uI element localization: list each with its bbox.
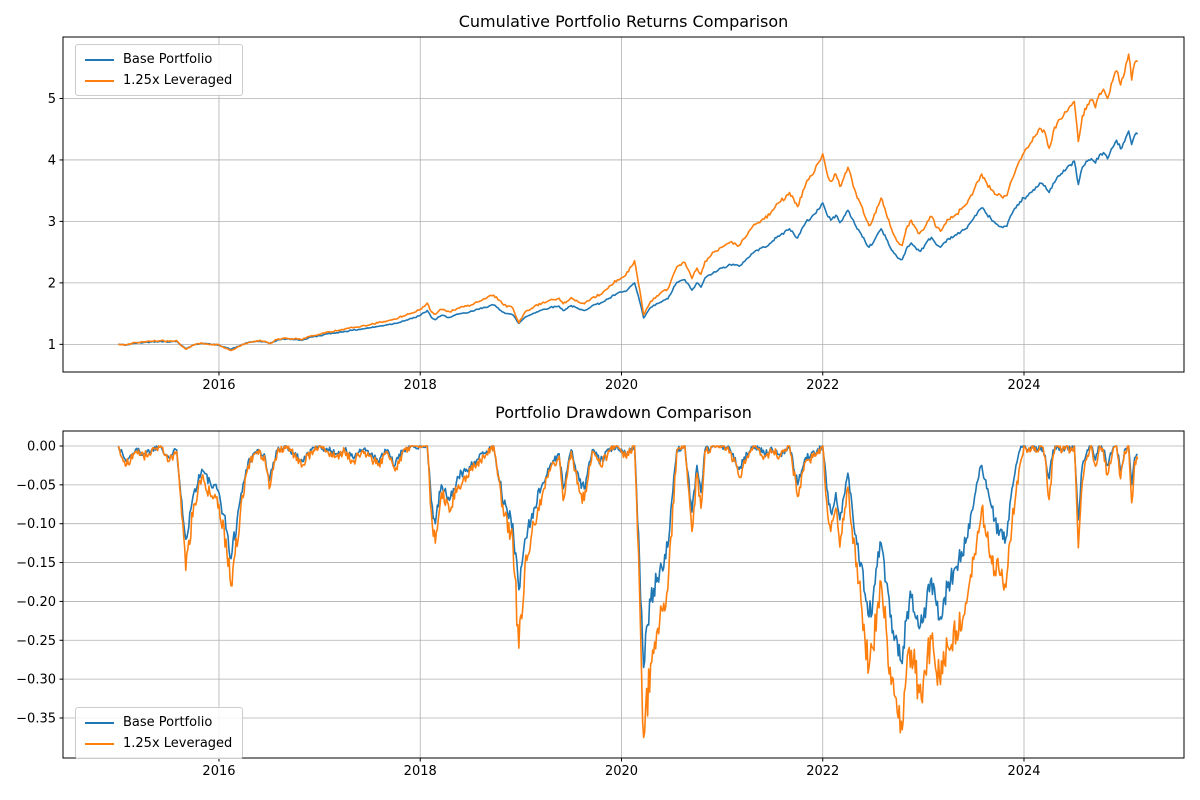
x-axis-ticks: 2016 2018 2020 2022 2024 bbox=[202, 758, 1041, 779]
legend-item-leveraged: 1.25x Leveraged bbox=[85, 73, 232, 88]
svg-text:−0.10: −0.10 bbox=[16, 517, 56, 532]
legend-label-base-portfolio: Base Portfolio bbox=[123, 52, 213, 67]
svg-text:2022: 2022 bbox=[806, 378, 839, 393]
axes-frame bbox=[62, 430, 1185, 759]
axes-frame bbox=[62, 36, 1185, 373]
plot-series bbox=[118, 53, 1139, 352]
svg-text:5: 5 bbox=[48, 92, 56, 107]
svg-text:3: 3 bbox=[48, 215, 56, 230]
legend-label-base-portfolio: Base Portfolio bbox=[123, 715, 213, 730]
y-axis-ticks: 1 2 3 4 5 bbox=[48, 92, 63, 353]
svg-text:2016: 2016 bbox=[202, 764, 235, 779]
drawdown-legend: Base Portfolio 1.25x Leveraged bbox=[75, 707, 244, 759]
gridlines bbox=[63, 431, 1184, 758]
svg-text:2020: 2020 bbox=[605, 378, 638, 393]
svg-text:−0.15: −0.15 bbox=[16, 556, 56, 571]
svg-text:4: 4 bbox=[48, 153, 56, 168]
svg-text:−0.30: −0.30 bbox=[16, 673, 56, 688]
series-line-1-25x-leveraged bbox=[118, 53, 1139, 352]
svg-text:0.00: 0.00 bbox=[27, 439, 56, 454]
drawdown-chart-title: Portfolio Drawdown Comparison bbox=[495, 403, 752, 422]
svg-text:−0.05: −0.05 bbox=[16, 478, 56, 493]
leveraged-line-swatch bbox=[85, 742, 114, 745]
base-portfolio-line-swatch bbox=[85, 721, 114, 724]
svg-text:−0.20: −0.20 bbox=[16, 595, 56, 610]
svg-text:2024: 2024 bbox=[1007, 378, 1040, 393]
leveraged-line-swatch bbox=[85, 79, 114, 82]
legend-item-base-portfolio: Base Portfolio bbox=[85, 52, 232, 67]
svg-text:2020: 2020 bbox=[605, 764, 638, 779]
legend-label-leveraged: 1.25x Leveraged bbox=[123, 73, 233, 88]
legend-label-leveraged: 1.25x Leveraged bbox=[123, 736, 233, 751]
series-line-1-25x-leveraged bbox=[117, 445, 1139, 739]
svg-text:2018: 2018 bbox=[404, 378, 437, 393]
plot-series bbox=[117, 445, 1139, 739]
legend-item-leveraged: 1.25x Leveraged bbox=[85, 736, 232, 751]
svg-text:2016: 2016 bbox=[202, 378, 235, 393]
svg-text:2: 2 bbox=[48, 276, 56, 291]
svg-text:2024: 2024 bbox=[1007, 764, 1040, 779]
legend-item-base-portfolio: Base Portfolio bbox=[85, 715, 232, 730]
y-axis-ticks: 0.00 −0.05 −0.10 −0.15 −0.20 −0.25 −0.30 −0.35 bbox=[16, 439, 63, 726]
svg-text:2022: 2022 bbox=[806, 764, 839, 779]
svg-text:2018: 2018 bbox=[404, 764, 437, 779]
svg-text:1: 1 bbox=[48, 338, 56, 353]
returns-chart-title: Cumulative Portfolio Returns Comparison bbox=[458, 12, 789, 31]
x-axis-ticks: 2016 2018 2020 2022 2024 bbox=[202, 372, 1041, 393]
svg-text:−0.25: −0.25 bbox=[16, 634, 56, 649]
base-portfolio-line-swatch bbox=[85, 58, 114, 61]
returns-legend: Base Portfolio 1.25x Leveraged bbox=[75, 44, 244, 96]
svg-text:−0.35: −0.35 bbox=[16, 711, 56, 726]
